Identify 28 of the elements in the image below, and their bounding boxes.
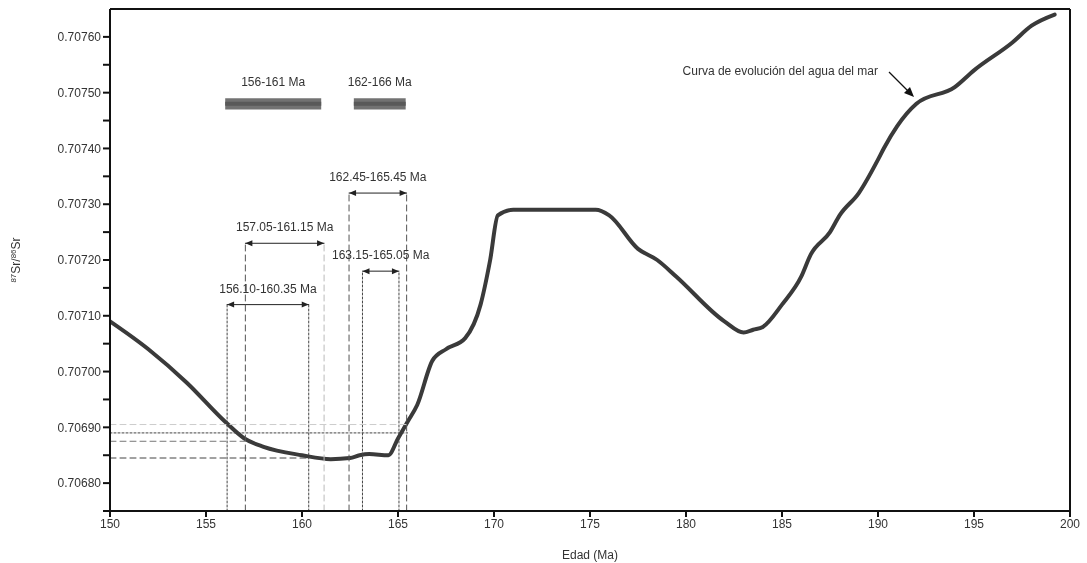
y-tick-label: 0.70750 <box>57 85 102 100</box>
x-tick-label: 160 <box>291 516 313 531</box>
x-tick-label: 175 <box>579 516 601 531</box>
x-tick-label: 155 <box>195 516 217 531</box>
x-tick-label: 165 <box>387 516 409 531</box>
annotation: Curva de evolución del agua del mar <box>682 64 878 78</box>
series-label: 157.05-161.15 Ma <box>236 220 334 235</box>
series-label: 162.45-165.45 Ma <box>329 170 427 185</box>
series-label: 163.15-165.05 Ma <box>332 248 430 263</box>
y-tick-label: 0.70710 <box>57 309 102 324</box>
y-tick-label: 0.70680 <box>57 476 102 491</box>
y-tick-label: 0.70760 <box>57 30 102 45</box>
x-tick-label: 200 <box>1059 516 1081 531</box>
x-tick-label: 195 <box>963 516 985 531</box>
x-tick-label: 180 <box>675 516 697 531</box>
x-tick-label: 150 <box>99 516 121 531</box>
x-tick-label: 170 <box>483 516 505 531</box>
y-tick-label: 0.70690 <box>57 420 102 435</box>
series-label: 156.10-160.35 Ma <box>219 281 317 296</box>
y-tick-label: 0.70740 <box>57 141 102 156</box>
series-label: 162-166 Ma <box>347 75 413 90</box>
y-tick-label: 0.70720 <box>57 253 102 268</box>
x-tick-label: 190 <box>867 516 889 531</box>
x-axis-title: Edad (Ma) <box>561 548 619 562</box>
y-tick-label: 0.70730 <box>57 197 102 212</box>
x-tick-label: 185 <box>771 516 793 531</box>
y-tick-label: 0.70700 <box>57 364 102 379</box>
series-label: 156-161 Ma <box>241 75 306 90</box>
